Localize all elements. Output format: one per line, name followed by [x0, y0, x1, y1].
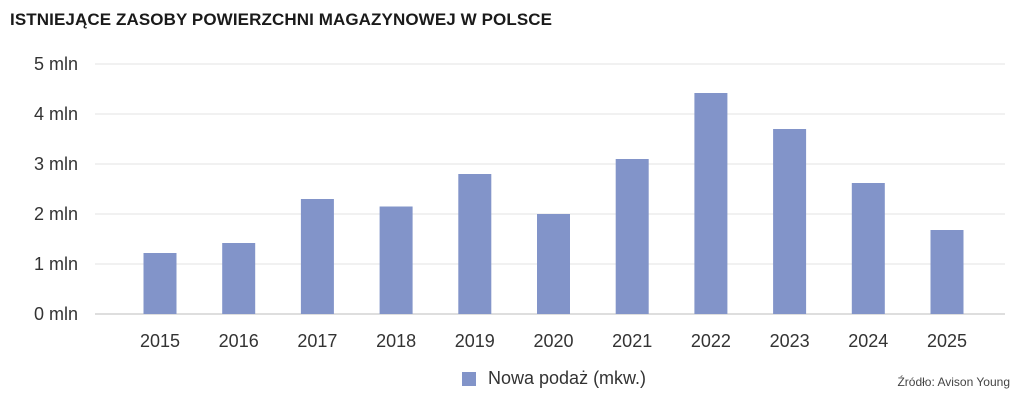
bar-2021: [615, 159, 649, 314]
x-tick-label: 2020: [533, 331, 573, 351]
x-tick-label: 2023: [770, 331, 810, 351]
legend: Nowa podaż (mkw.): [462, 368, 646, 389]
bars: [143, 93, 964, 314]
x-tick-label: 2015: [140, 331, 180, 351]
x-tick-label: 2025: [927, 331, 967, 351]
source-note: Źródło: Avison Young: [897, 375, 1010, 389]
x-tick-label: 2016: [219, 331, 259, 351]
bar-2016: [222, 243, 256, 314]
y-axis-labels: 0 mln 1 mln 2 mln 3 mln 4 mln 5 mln: [34, 54, 78, 324]
x-tick-label: 2024: [848, 331, 888, 351]
x-axis-labels: 2015 2016 2017 2018 2019 2020 2021 2022 2023 2024…: [140, 331, 967, 351]
y-tick-label: 1 mln: [34, 254, 78, 274]
chart-title: ISTNIEJĄCE ZASOBY POWIERZCHNI MAGAZYNOWE…: [10, 10, 553, 29]
y-tick-label: 3 mln: [34, 154, 78, 174]
x-tick-label: 2021: [612, 331, 652, 351]
bar-2015: [143, 253, 177, 314]
y-tick-label: 2 mln: [34, 204, 78, 224]
y-tick-label: 4 mln: [34, 104, 78, 124]
bar-2025: [930, 230, 964, 314]
legend-swatch: [462, 371, 476, 386]
bar-2024: [851, 183, 885, 314]
bar-2023: [773, 129, 807, 314]
x-tick-label: 2019: [455, 331, 495, 351]
legend-label: Nowa podaż (mkw.): [488, 368, 647, 388]
bar-2017: [300, 199, 334, 314]
y-tick-label: 5 mln: [34, 54, 78, 74]
bar-2020: [537, 214, 570, 314]
bar-2018: [379, 206, 413, 314]
x-tick-label: 2018: [376, 331, 416, 351]
bar-2022: [694, 93, 728, 314]
bar-2019: [458, 174, 492, 314]
x-tick-label: 2017: [297, 331, 337, 351]
y-tick-label: 0 mln: [34, 304, 78, 324]
x-tick-label: 2022: [691, 331, 731, 351]
